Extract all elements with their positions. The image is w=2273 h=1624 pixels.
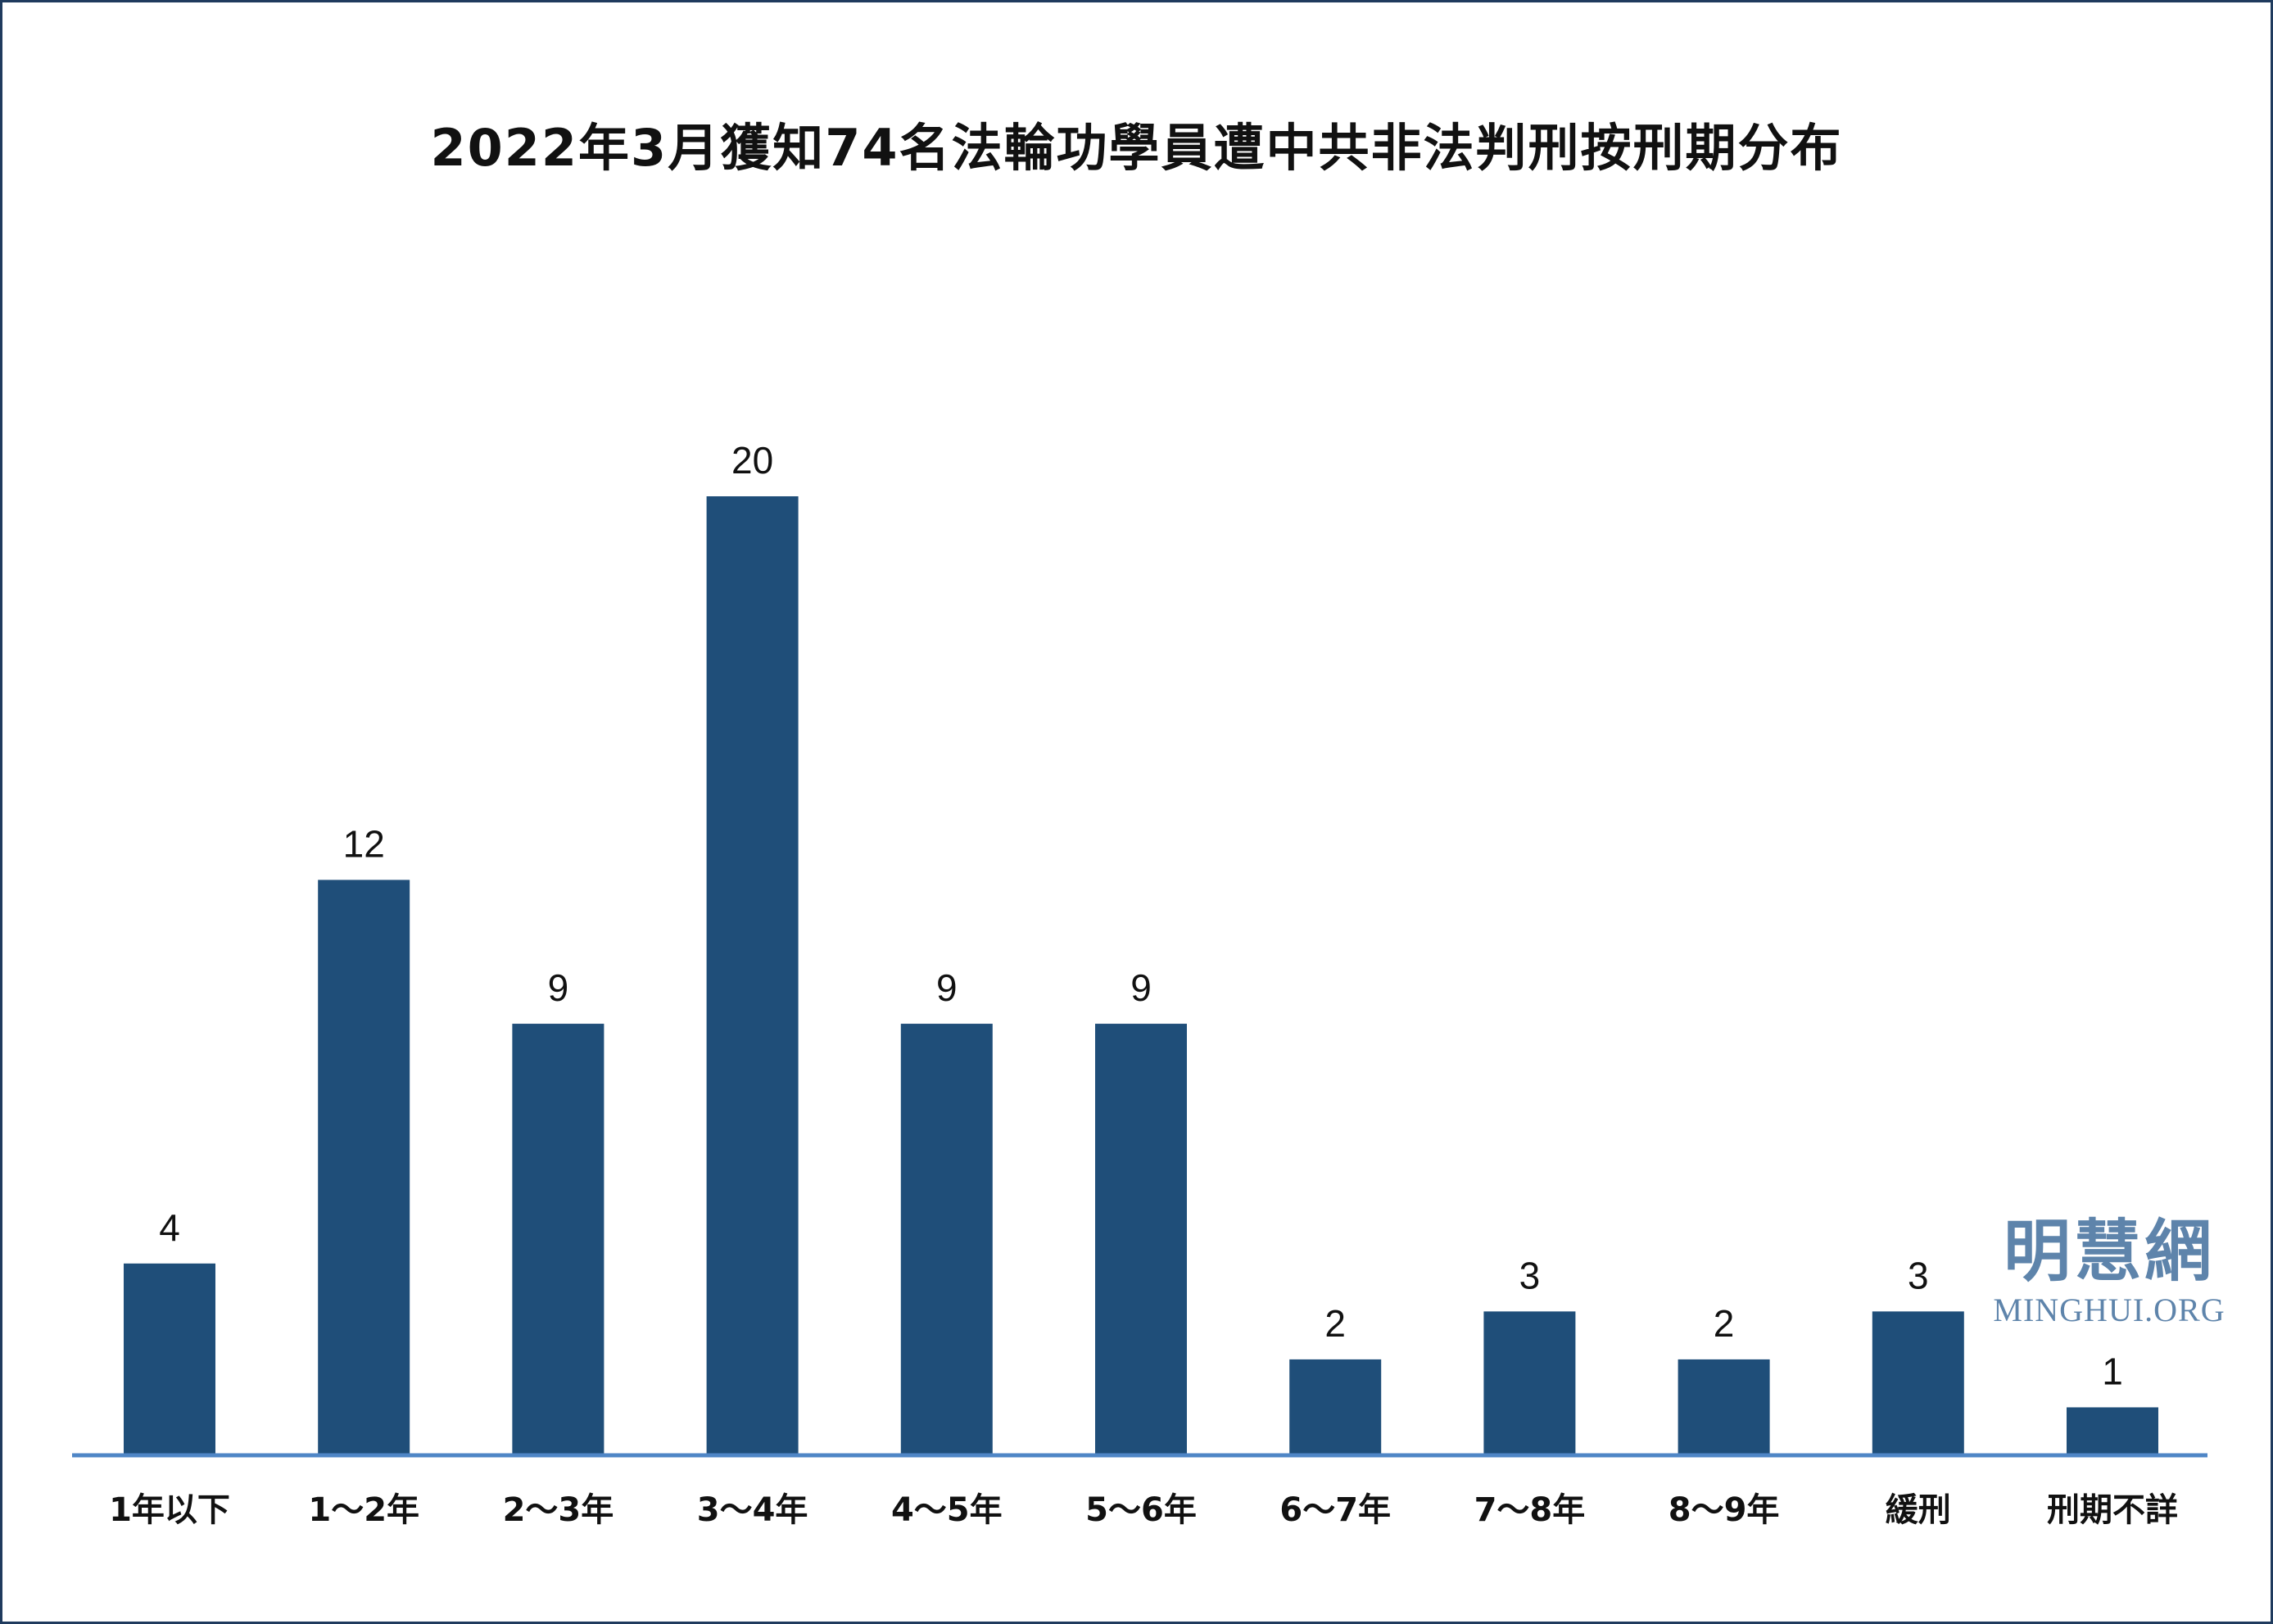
category-label-6: 5～6年 — [1085, 1491, 1197, 1529]
watermark-english: MINGHUI.ORG — [1993, 1292, 2225, 1328]
minghui-watermark: 明慧網 MINGHUI.ORG — [1982, 1212, 2236, 1330]
category-label-1: 1年以下 — [109, 1491, 230, 1529]
data-label-4: 20 — [731, 439, 773, 482]
bar-3 — [512, 1024, 604, 1455]
bar-1 — [124, 1263, 215, 1455]
data-label-10: 3 — [1908, 1254, 1929, 1296]
data-label-9: 2 — [1714, 1302, 1735, 1345]
category-label-9: 8～9年 — [1669, 1491, 1780, 1529]
data-label-11: 1 — [2102, 1350, 2123, 1392]
bar-10 — [1872, 1311, 1964, 1455]
category-label-10: 緩刑 — [1886, 1491, 1951, 1529]
bar-7 — [1289, 1359, 1382, 1455]
data-label-8: 3 — [1519, 1254, 1541, 1296]
data-label-7: 2 — [1324, 1302, 1346, 1345]
bar-4 — [706, 496, 799, 1455]
category-label-4: 3～4年 — [697, 1491, 808, 1529]
chart-title: 2022年3月獲知74名法輪功學員遭中共非法判刑按刑期分布 — [430, 118, 1843, 178]
category-label-7: 6～7年 — [1279, 1491, 1391, 1529]
category-label-8: 7～8年 — [1474, 1491, 1586, 1529]
bar-5 — [900, 1024, 993, 1455]
bar-6 — [1095, 1024, 1187, 1455]
data-label-5: 9 — [936, 966, 958, 1009]
watermark-chinese: 明慧網 — [2003, 1212, 2215, 1291]
category-label-3: 2～3年 — [503, 1491, 614, 1529]
category-label-2: 1～2年 — [308, 1491, 419, 1529]
bar-8 — [1483, 1311, 1576, 1455]
category-label-11: 刑期不詳 — [2047, 1491, 2178, 1529]
data-label-1: 4 — [159, 1206, 180, 1249]
bar-9 — [1678, 1359, 1770, 1455]
data-label-3: 9 — [548, 966, 569, 1009]
bar-11 — [2067, 1407, 2158, 1455]
category-label-5: 4～5年 — [891, 1491, 1003, 1529]
data-label-6: 9 — [1130, 966, 1152, 1009]
bar-2 — [318, 880, 410, 1455]
data-label-2: 12 — [343, 822, 385, 865]
